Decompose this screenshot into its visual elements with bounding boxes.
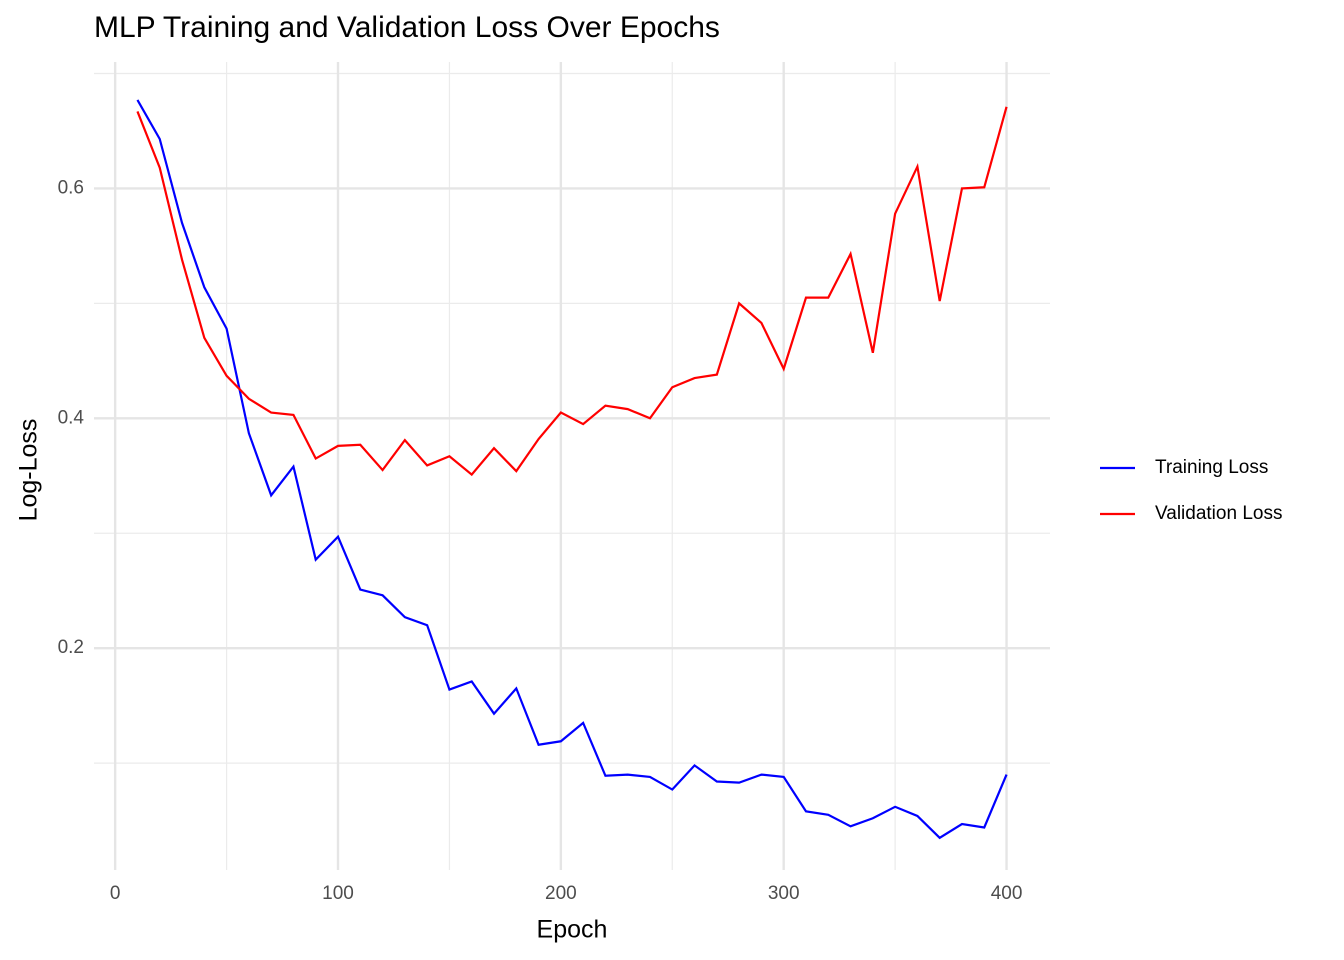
line [136, 99, 1008, 840]
y-tick-label: 0.4 [58, 407, 85, 428]
x-axis-label: Epoch [537, 916, 608, 944]
line [136, 106, 1008, 477]
x-tick-label: 200 [545, 883, 577, 904]
chart-title: MLP Training and Validation Loss Over Ep… [94, 11, 720, 44]
x-tick-label: 400 [991, 883, 1023, 904]
legend-label: Validation Loss [1155, 503, 1282, 524]
legend-label: Training Loss [1155, 457, 1268, 478]
y-tick-label: 0.6 [58, 177, 84, 198]
y-tick-label: 0.2 [58, 637, 84, 658]
y-axis-label: Log-Loss [15, 419, 43, 522]
x-tick-label: 300 [768, 883, 800, 904]
x-tick-label: 100 [322, 883, 354, 904]
x-tick-label: 0 [110, 883, 121, 904]
